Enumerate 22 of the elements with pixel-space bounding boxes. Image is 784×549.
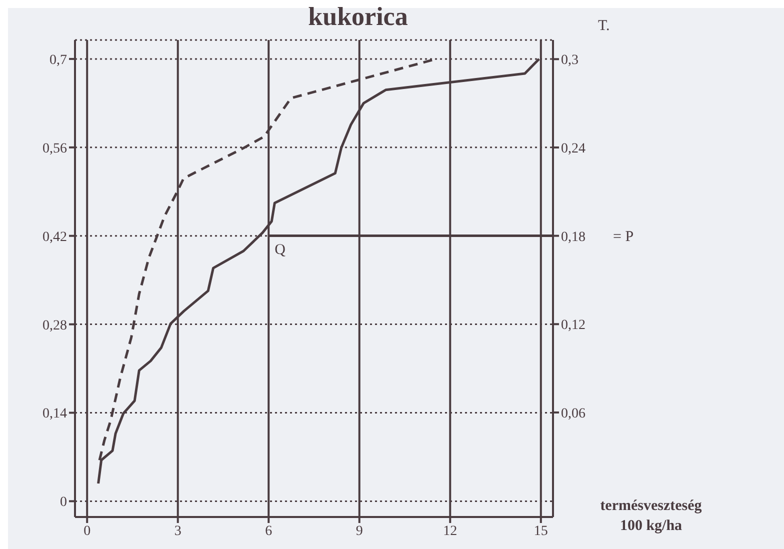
- x-tick-label: 0: [84, 524, 91, 539]
- x-tick-label: 6: [265, 524, 272, 539]
- y-tick-label: 0: [60, 495, 67, 510]
- y-tick-label: 0,7: [50, 52, 67, 68]
- annotation: Q: [274, 242, 286, 259]
- y2-tick-label: 0,24: [561, 141, 586, 156]
- y2-tick-label: 0,12: [561, 318, 586, 334]
- y-tick-label: 0,56: [42, 141, 67, 156]
- x-axis-title: termésveszteség 100 kg/ha: [599, 497, 703, 536]
- y-tick-label: 0,14: [42, 406, 67, 422]
- y2-axis-title: T.: [598, 18, 610, 35]
- x-tick-label: 15: [534, 524, 548, 539]
- ref-line-label: = P: [613, 229, 634, 246]
- x-tick-label: 3: [174, 524, 182, 539]
- y-tick-label: 0,42: [42, 230, 67, 245]
- y-tick-label: 0,28: [42, 318, 67, 334]
- chart-title: kukorica: [307, 2, 409, 32]
- x-tick-label: 12: [443, 524, 458, 539]
- y2-tick-label: 0,3: [561, 53, 578, 68]
- y2-tick-label: 0,06: [561, 406, 586, 422]
- x-tick-label: 9: [356, 524, 363, 539]
- y2-tick-label: 0,18: [561, 230, 586, 245]
